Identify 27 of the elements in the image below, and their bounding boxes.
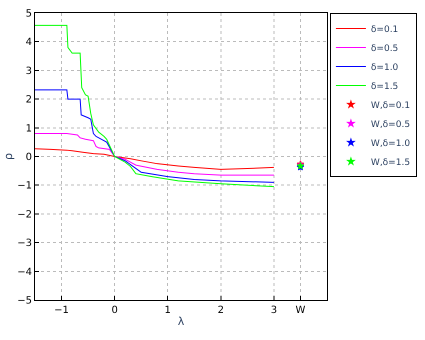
y-tick-label: 3 bbox=[26, 66, 32, 77]
x-tick-label: 1 bbox=[164, 305, 171, 316]
y-tick-label: 0 bbox=[26, 152, 32, 163]
x-tick-label: 0 bbox=[111, 305, 118, 316]
x-tick-label: 3 bbox=[270, 305, 278, 316]
y-tick-label: 1 bbox=[26, 123, 32, 134]
x-axis-title: λ bbox=[178, 315, 185, 328]
legend-label: δ=1.5 bbox=[370, 82, 398, 92]
legend-label: δ=1.0 bbox=[370, 63, 399, 74]
x-tick-label: −1 bbox=[54, 305, 69, 316]
y-tick-label: −1 bbox=[17, 180, 32, 192]
legend-label: W,δ=1.5 bbox=[370, 158, 410, 168]
y-axis-title: ρ bbox=[2, 152, 15, 160]
y-tick-label: −5 bbox=[17, 296, 32, 306]
y-tick-label: 5 bbox=[26, 8, 32, 20]
y-tick-label: 4 bbox=[26, 37, 32, 48]
x-tick-label: 2 bbox=[218, 305, 224, 316]
legend-label: δ=0.1 bbox=[370, 25, 398, 36]
y-tick-label: 2 bbox=[26, 94, 32, 106]
y-tick-label: −2 bbox=[17, 209, 32, 220]
legend-label: δ=0.5 bbox=[370, 44, 398, 54]
legend-label: W,δ=0.1 bbox=[370, 101, 410, 112]
legend-label: W,δ=1.0 bbox=[370, 139, 410, 150]
y-tick-label: −4 bbox=[17, 266, 32, 278]
legend-label: W,δ=0.5 bbox=[370, 120, 410, 130]
x-tick-label: W bbox=[296, 305, 306, 316]
y-tick-label: −3 bbox=[17, 238, 32, 250]
